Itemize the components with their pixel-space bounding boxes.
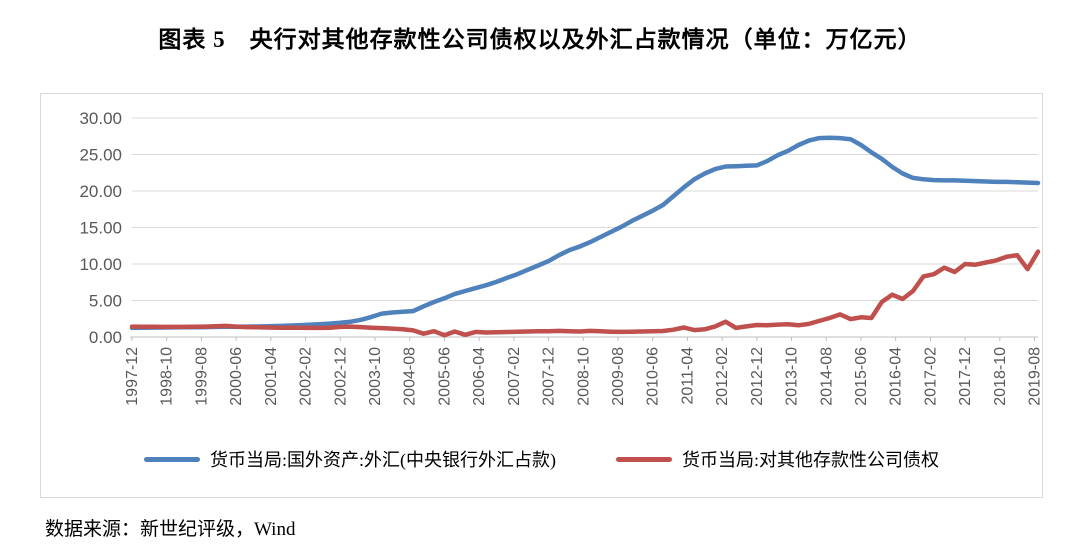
x-tick-label: 2007-12 [541,347,558,406]
x-tick-label: 2008-10 [575,347,592,406]
series-line-claims [129,249,1041,338]
y-tick-label: 5.00 [89,292,122,311]
x-tick-label: 2004-08 [402,347,419,406]
x-tick-label: 2002-02 [298,347,315,406]
x-tick-label: 2015-06 [853,347,870,406]
y-tick-label: 30.00 [79,109,122,128]
x-tick-label: 2011-04 [679,347,696,405]
x-tick-label: 2002-12 [332,347,349,406]
x-tick-label: 2014-08 [818,347,835,406]
legend-label-claims: 货币当局:对其他存款性公司债权 [682,450,939,470]
chart-title: 图表 5 央行对其他存款性公司债权以及外汇占款情况（单位：万亿元） [158,27,922,52]
y-tick-label: 25.00 [79,146,122,165]
x-tick-label: 2019-08 [1027,347,1042,406]
y-tick-label: 0.00 [89,328,122,347]
legend-item-claims: 货币当局:对其他存款性公司债权 [616,446,939,472]
x-tick-label: 2009-08 [610,347,627,406]
y-tick-label: 20.00 [79,182,122,201]
source-note: 数据来源：新世纪评级，Wind [45,519,296,540]
legend-line-blue-icon [144,456,200,462]
x-tick-label: 2012-12 [749,347,766,406]
x-tick-label: 2005-06 [436,347,453,406]
legend-item-forex: 货币当局:国外资产:外汇(中央银行外汇占款) [144,446,556,472]
x-tick-label: 1999-08 [193,347,210,406]
x-tick-label: 2012-02 [714,347,731,406]
y-tick-label: 10.00 [79,255,122,274]
x-tick-label: 1998-10 [159,347,176,406]
x-tick-label: 1997-12 [124,347,141,406]
x-tick-label: 2017-02 [922,347,939,406]
line-chart: 0.00 5.00 10.00 15.00 20.00 25.00 30.00 1997-12… [79,109,1042,406]
x-tick-label: 2016-04 [888,347,905,406]
x-tick-label: 2007-02 [506,347,523,406]
chart-legend: 货币当局:国外资产:外汇(中央银行外汇占款) 货币当局:对其他存款性公司债权 [41,446,1042,472]
x-tick-label: 2013-10 [784,347,801,406]
x-tick-label: 2000-06 [228,347,245,406]
x-tick-label: 2017-12 [957,347,974,406]
x-tick-label: 2018-10 [992,347,1009,406]
x-tick-label: 2001-04 [263,347,280,406]
y-tick-label: 15.00 [79,219,122,238]
x-tick-label: 2006-04 [471,347,488,406]
x-tick-label: 2010-06 [645,347,662,406]
x-tick-label: 2003-10 [367,347,384,406]
chart-container: 0.00 5.00 10.00 15.00 20.00 25.00 30.00 1997-12… [40,93,1043,498]
legend-line-red-icon [616,456,672,462]
legend-label-forex: 货币当局:国外资产:外汇(中央银行外汇占款) [210,450,556,470]
